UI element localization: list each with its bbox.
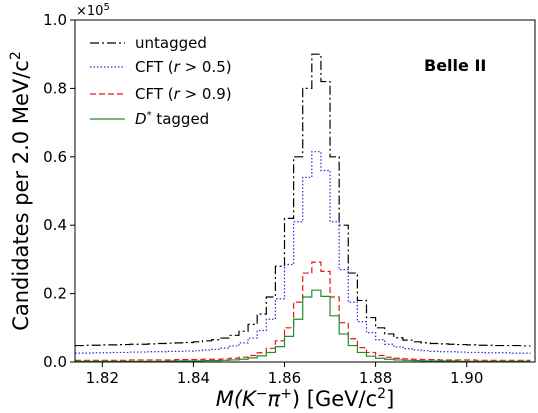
legend-label-untagged: untagged [135,34,207,52]
x-tick-label: 1.86 [268,369,301,387]
y-axis-label: Candidates per 2.0 MeV/c2 [8,51,33,331]
y-tick-label: 0.8 [43,79,67,97]
y-tick-label: 0.6 [43,148,67,166]
legend-label-cft-05: CFT (r > 0.5) [135,58,232,76]
y-multiplier-base: ×10 [76,4,103,19]
series-d-tagged [75,289,531,362]
series-cft-r-0-5 [75,151,531,354]
series-untagged [75,53,531,347]
x-tick-label: 1.88 [359,369,392,387]
y-multiplier: ×105 [76,2,110,19]
y-multiplier-exp: 5 [103,2,109,13]
x-tick-label: 1.82 [86,369,119,387]
legend-label-cft-09: CFT (r > 0.9) [135,85,232,103]
y-tick-label: 0.4 [43,216,67,234]
belle-ii-label: Belle II [424,56,486,75]
y-tick-label: 1.0 [43,11,67,29]
series-cft-r-0-9 [75,261,531,361]
x-tick-label: 1.84 [177,369,210,387]
y-tick-label: 0.2 [43,285,67,303]
x-tick-label: 1.90 [450,369,483,387]
ticks-layer: 1.82 1.84 1.86 1.88 1.90 0.0 0.2 0.4 0.6 0.8 1.0 [43,11,483,387]
x-axis-label: M(K−π+) [GeV/c2] [216,386,395,411]
legend: untagged CFT (r > 0.5) CFT (r > 0.9) D* … [90,34,232,128]
legend-label-dstar: D* tagged [135,110,209,128]
series-layer [75,53,531,362]
plot-frame [74,19,536,363]
y-tick-label: 0.0 [43,353,67,371]
